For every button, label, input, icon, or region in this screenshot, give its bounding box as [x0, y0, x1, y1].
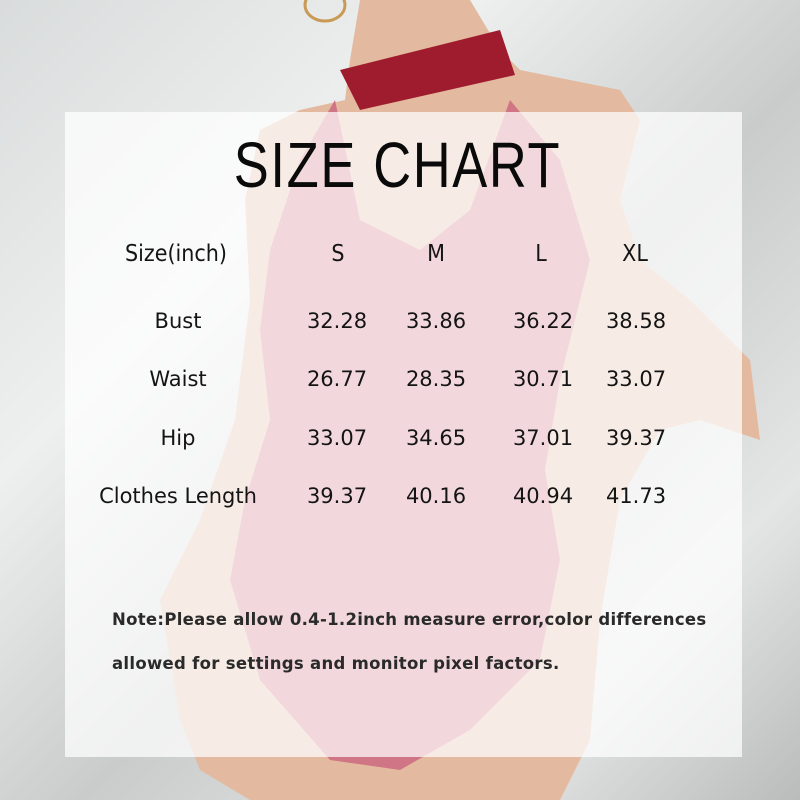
value-cell: 34.65: [405, 426, 467, 450]
value-cell: 38.58: [605, 309, 667, 333]
value-cell: 36.22: [512, 309, 574, 333]
value-cell: 28.35: [405, 367, 467, 391]
header-xl: XL: [622, 241, 648, 267]
size-chart-title: SIZE CHART: [233, 129, 562, 201]
value-cell: 37.01: [512, 426, 574, 450]
value-cell: 39.37: [306, 484, 368, 508]
collar: [340, 30, 515, 110]
value-cell: 30.71: [512, 367, 574, 391]
size-chart-panel: [65, 112, 742, 757]
header-s: S: [331, 241, 345, 267]
value-cell: 33.86: [405, 309, 467, 333]
value-cell: 41.73: [605, 484, 667, 508]
header-size-inch: Size(inch): [124, 241, 228, 267]
value-cell: 40.94: [512, 484, 574, 508]
note-line-2: allowed for settings and monitor pixel f…: [112, 654, 560, 673]
note-line-1: Note:Please allow 0.4-1.2inch measure er…: [112, 610, 707, 629]
value-cell: 26.77: [306, 367, 368, 391]
row-label: Hip: [160, 426, 196, 450]
value-cell: 33.07: [306, 426, 368, 450]
row-label: Bust: [154, 309, 202, 333]
value-cell: 33.07: [605, 367, 667, 391]
value-cell: 40.16: [405, 484, 467, 508]
row-label: Waist: [149, 367, 207, 391]
value-cell: 39.37: [605, 426, 667, 450]
value-cell: 32.28: [306, 309, 368, 333]
row-label: Clothes Length: [99, 484, 257, 508]
earring: [303, 0, 347, 23]
header-l: L: [535, 241, 547, 267]
header-m: M: [427, 241, 445, 267]
